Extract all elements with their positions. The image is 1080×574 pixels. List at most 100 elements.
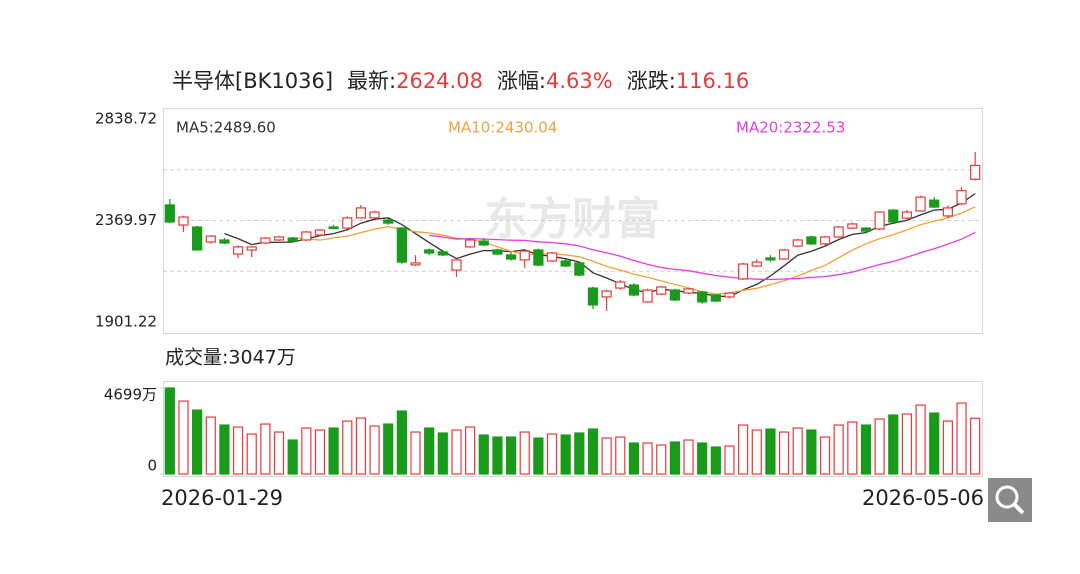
volume-bar	[437, 432, 448, 475]
volume-bar	[205, 416, 216, 475]
volume-bar	[778, 431, 790, 475]
volume-bar	[533, 437, 544, 475]
volume-bar	[164, 387, 175, 475]
stat-label: 涨幅:	[497, 69, 546, 93]
volume-bar	[601, 437, 612, 475]
volume-bar	[465, 426, 476, 475]
candle-body	[232, 246, 244, 255]
search-icon[interactable]	[995, 485, 1019, 509]
volume-bar	[369, 425, 380, 475]
volume-bar	[287, 439, 298, 475]
candle-body	[192, 226, 203, 251]
candle-body	[929, 199, 940, 208]
candle-body	[560, 260, 571, 267]
y-tick-label: 1901.22	[95, 313, 157, 331]
candle-body	[697, 291, 708, 303]
candle-body	[738, 263, 749, 280]
candle-body	[546, 252, 558, 262]
candle-body	[874, 211, 885, 230]
volume-bar	[232, 426, 244, 475]
candle-body	[942, 207, 953, 217]
volume-bar	[260, 423, 271, 475]
volume-bar	[410, 431, 421, 475]
candle-body	[355, 207, 367, 219]
candle-body	[724, 292, 735, 298]
candle-body	[888, 209, 899, 223]
candle-body	[301, 231, 312, 241]
volume-bar	[219, 424, 230, 475]
volume-bar	[314, 429, 326, 475]
x-tick-label: 2026-05-06	[862, 486, 984, 510]
volume-bar	[273, 431, 285, 475]
volume-bar	[328, 427, 339, 475]
title: 半导体[BK1036]	[172, 69, 333, 93]
volume-bar	[505, 436, 517, 475]
volume-bar	[246, 433, 257, 475]
y-tick-label: 2369.97	[95, 211, 157, 229]
volume-bar	[451, 429, 462, 475]
candle-body	[683, 288, 694, 294]
volume-bar	[355, 417, 367, 475]
candle-body	[410, 262, 421, 266]
candle-body	[778, 249, 790, 260]
volume-bar	[178, 400, 189, 475]
volume-bar	[683, 439, 694, 475]
candle-body	[478, 240, 489, 246]
candle-body	[164, 204, 175, 223]
volume-bar	[628, 442, 640, 475]
candle-body	[205, 235, 216, 243]
candle-body	[669, 289, 680, 301]
candle-body	[273, 236, 285, 241]
watermark: 东方财富	[484, 194, 660, 245]
candle-body	[615, 281, 626, 289]
candle-body	[710, 294, 721, 302]
candle-body	[792, 239, 803, 247]
candle-body	[314, 229, 326, 236]
volume-bar	[724, 445, 735, 475]
volume-tick-label: 0	[147, 457, 157, 475]
volume-bar	[888, 414, 899, 475]
candle-body	[956, 190, 967, 205]
volume-bar	[860, 424, 872, 475]
candle-body	[751, 261, 762, 267]
candle-body	[342, 217, 353, 229]
candle-body	[642, 289, 653, 303]
volume-bar	[615, 436, 626, 475]
candle-body	[628, 284, 640, 296]
volume-bar	[642, 442, 653, 475]
header: 半导体[BK1036] 最新:2624.08 涨幅:4.63% 涨跌:116.16	[172, 69, 749, 93]
candle-body	[505, 254, 517, 260]
volume-bar	[929, 412, 940, 475]
candle-body	[765, 257, 776, 261]
volume-frame	[163, 381, 983, 477]
volume-bar	[478, 434, 489, 475]
ma-label: MA5:2489.60	[176, 119, 276, 137]
volume-bar	[383, 423, 394, 475]
search-button[interactable]	[988, 478, 1032, 522]
candle-body	[260, 237, 271, 244]
volume-bar	[669, 441, 680, 475]
volume-bar	[587, 428, 599, 475]
volume-bar	[901, 413, 913, 475]
volume-bar	[697, 442, 708, 475]
ma-line	[429, 231, 976, 281]
volume-bar	[847, 421, 858, 475]
volume-bar	[915, 404, 926, 475]
search-icon-handle[interactable]	[1012, 502, 1025, 515]
candle-body	[369, 211, 380, 219]
candle-body	[328, 226, 339, 230]
stat-label: 最新:	[347, 69, 396, 93]
candle-body	[178, 216, 189, 226]
candle-body	[219, 239, 230, 244]
search-box[interactable]	[988, 478, 1032, 522]
candle-body	[533, 249, 544, 266]
candle-body	[656, 286, 667, 295]
stat-value: 4.63%	[546, 69, 613, 93]
volume-bar	[656, 444, 667, 475]
candle-body	[451, 259, 462, 271]
x-tick-label: 2026-01-29	[161, 486, 283, 510]
candle-body	[970, 164, 981, 180]
volume-bar	[956, 402, 967, 475]
stat-value: 116.16	[676, 69, 749, 93]
